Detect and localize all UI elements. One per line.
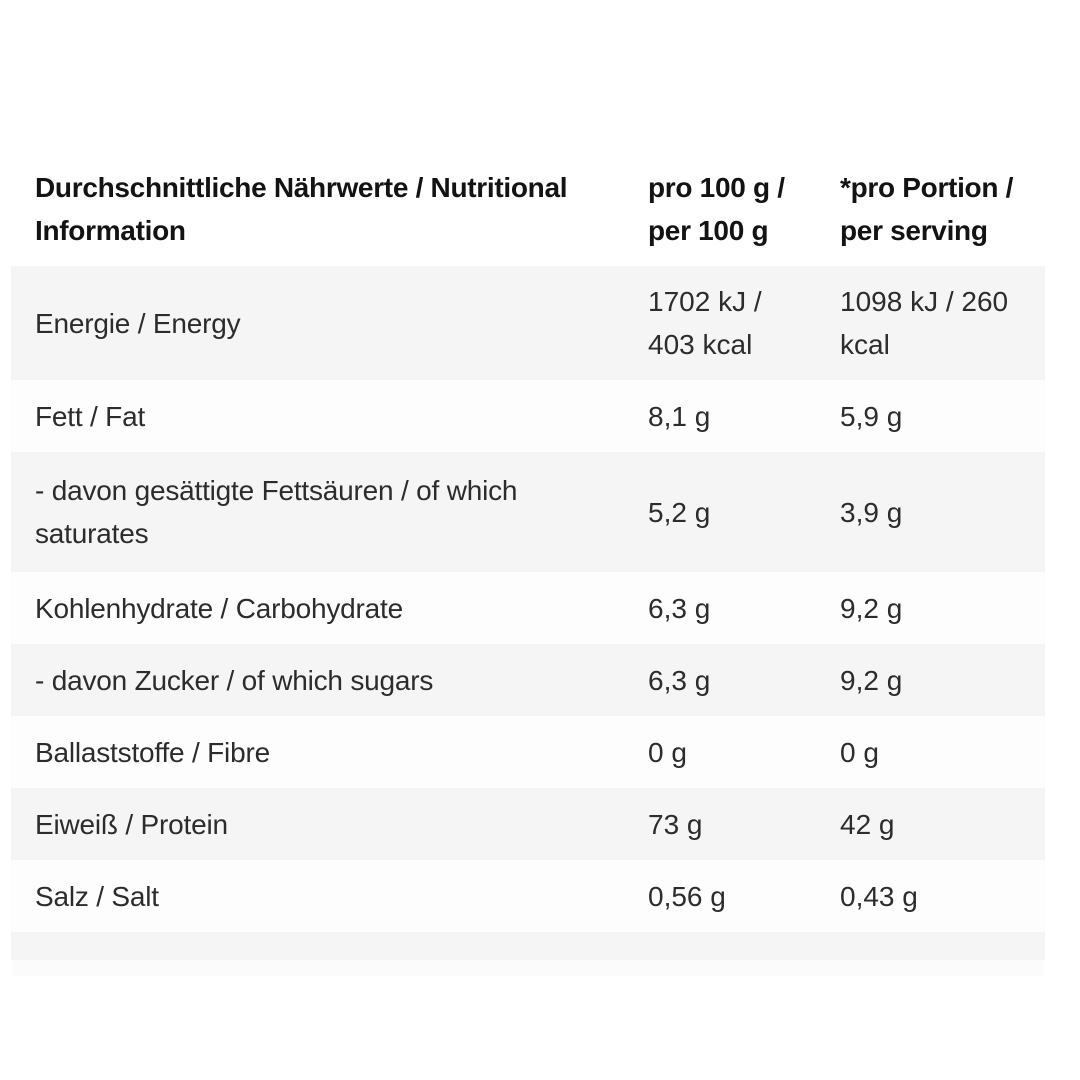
header-per-100g-column-label: pro 100 g / per 100 g xyxy=(648,172,785,246)
value-per-serving: 1098 kJ / 260 kcal xyxy=(840,286,1009,360)
nutrient-name: Salz / Salt xyxy=(35,880,159,912)
value-per-serving: 9,2 g xyxy=(840,592,903,624)
table-row-sugars: - davon Zucker / of which sugars 6,3 g 9… xyxy=(11,644,1045,716)
value-per-100g: 1702 kJ / 403 kcal xyxy=(648,286,762,360)
value-per-100g: 0,56 g xyxy=(648,880,726,912)
table-row-protein: Eiweiß / Protein 73 g 42 g xyxy=(11,788,1045,860)
table-row-energy: Energie / Energy 1702 kJ / 403 kcal 1098… xyxy=(11,266,1045,380)
value-per-100g: 5,2 g xyxy=(648,496,711,528)
value-per-serving: 42 g xyxy=(840,808,895,840)
header-per-serving-column-label: *pro Portion / per serving xyxy=(840,172,1014,246)
table-row-salt: Salz / Salt 0,56 g 0,43 g xyxy=(11,860,1045,932)
value-per-100g: 6,3 g xyxy=(648,664,711,696)
table-row-saturates: - davon gesättigte Fettsäuren / of which… xyxy=(11,452,1045,572)
value-per-serving: 3,9 g xyxy=(840,496,903,528)
table-row-fibre: Ballaststoffe / Fibre 0 g 0 g xyxy=(11,716,1045,788)
nutrient-name: Ballaststoffe / Fibre xyxy=(35,736,270,768)
nutrient-name: - davon Zucker / of which sugars xyxy=(35,664,434,696)
nutrient-name: Fett / Fat xyxy=(35,400,146,432)
value-per-100g: 8,1 g xyxy=(648,400,711,432)
value-per-100g: 6,3 g xyxy=(648,592,711,624)
empty-footer-row-end xyxy=(11,960,1045,976)
value-per-serving: 0,43 g xyxy=(840,880,918,912)
value-per-100g: 73 g xyxy=(648,808,703,840)
table-row-carbohydrate: Kohlenhydrate / Carbohydrate 6,3 g 9,2 g xyxy=(11,572,1045,644)
empty-footer-row xyxy=(11,932,1045,960)
header-nutrient-column-label: Durchschnittliche Nährwerte / Nutritiona… xyxy=(35,172,568,246)
table-header-row: Durchschnittliche Nährwerte / Nutritiona… xyxy=(11,152,1045,266)
nutrient-name: Kohlenhydrate / Carbohydrate xyxy=(35,592,403,624)
nutrition-table: Durchschnittliche Nährwerte / Nutritiona… xyxy=(11,152,1045,976)
nutrient-name: - davon gesättigte Fettsäuren / of which… xyxy=(35,475,518,549)
table-row-fat: Fett / Fat 8,1 g 5,9 g xyxy=(11,380,1045,452)
value-per-serving: 9,2 g xyxy=(840,664,903,696)
value-per-100g: 0 g xyxy=(648,736,687,768)
nutrient-name: Energie / Energy xyxy=(35,307,241,339)
nutrient-name: Eiweiß / Protein xyxy=(35,808,228,840)
value-per-serving: 0 g xyxy=(840,736,879,768)
value-per-serving: 5,9 g xyxy=(840,400,903,432)
